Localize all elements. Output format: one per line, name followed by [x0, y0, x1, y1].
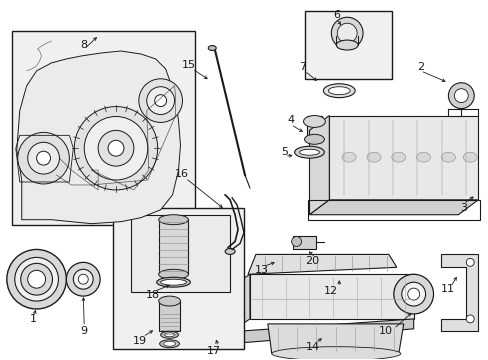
Ellipse shape — [161, 331, 178, 338]
Circle shape — [466, 315, 473, 323]
Text: 19: 19 — [132, 336, 146, 346]
Ellipse shape — [163, 341, 175, 346]
Text: 5: 5 — [281, 147, 287, 157]
Polygon shape — [267, 324, 403, 354]
Circle shape — [78, 274, 88, 284]
Bar — [158, 220, 188, 274]
Bar — [158, 301, 180, 331]
Circle shape — [453, 89, 468, 103]
Circle shape — [28, 270, 45, 288]
Circle shape — [108, 140, 123, 156]
Polygon shape — [230, 319, 413, 344]
Circle shape — [447, 83, 473, 109]
Ellipse shape — [271, 347, 400, 360]
Ellipse shape — [161, 279, 186, 285]
Bar — [113, 208, 244, 349]
Circle shape — [154, 95, 166, 107]
Circle shape — [7, 249, 66, 309]
Text: 14: 14 — [305, 342, 319, 352]
Circle shape — [66, 262, 100, 296]
Circle shape — [74, 107, 157, 190]
Ellipse shape — [327, 87, 349, 95]
Polygon shape — [247, 255, 396, 274]
Polygon shape — [309, 116, 328, 215]
Circle shape — [37, 151, 50, 165]
Text: 12: 12 — [324, 286, 338, 296]
Polygon shape — [441, 255, 477, 331]
Text: 13: 13 — [254, 265, 268, 275]
Text: 4: 4 — [286, 116, 294, 126]
Bar — [306, 116, 322, 137]
Ellipse shape — [158, 296, 180, 306]
Bar — [304, 11, 391, 79]
Ellipse shape — [391, 152, 405, 162]
Polygon shape — [249, 274, 413, 319]
Circle shape — [466, 258, 473, 266]
Text: 9: 9 — [81, 326, 88, 336]
Circle shape — [20, 264, 52, 295]
Text: 11: 11 — [440, 284, 453, 294]
Text: 18: 18 — [145, 290, 160, 300]
Polygon shape — [328, 116, 477, 200]
Circle shape — [18, 132, 69, 184]
Circle shape — [291, 237, 301, 247]
Circle shape — [337, 23, 356, 43]
Ellipse shape — [208, 46, 216, 50]
Text: 16: 16 — [174, 169, 188, 179]
Circle shape — [28, 142, 60, 174]
Polygon shape — [309, 200, 477, 215]
Circle shape — [407, 288, 419, 300]
Ellipse shape — [299, 149, 319, 155]
Ellipse shape — [156, 277, 190, 287]
Ellipse shape — [366, 152, 380, 162]
Circle shape — [98, 130, 134, 166]
Ellipse shape — [323, 84, 354, 98]
Ellipse shape — [224, 248, 235, 255]
Text: 17: 17 — [207, 346, 221, 356]
Circle shape — [401, 282, 425, 306]
Ellipse shape — [164, 333, 174, 337]
Text: 20: 20 — [305, 256, 319, 266]
Ellipse shape — [160, 340, 179, 348]
Text: 3: 3 — [459, 203, 466, 213]
Circle shape — [139, 79, 182, 122]
Polygon shape — [230, 274, 249, 332]
Text: 8: 8 — [81, 40, 88, 50]
Circle shape — [146, 87, 174, 114]
Bar — [131, 215, 230, 292]
Bar — [307, 200, 479, 220]
Ellipse shape — [304, 134, 324, 144]
Ellipse shape — [462, 152, 476, 162]
Circle shape — [84, 117, 147, 180]
Text: 10: 10 — [378, 326, 392, 336]
Circle shape — [393, 274, 433, 314]
Ellipse shape — [294, 146, 324, 158]
Ellipse shape — [158, 269, 188, 279]
Circle shape — [15, 257, 59, 301]
Text: 1: 1 — [30, 314, 37, 324]
Text: 7: 7 — [298, 62, 305, 72]
Ellipse shape — [342, 152, 355, 162]
Text: 15: 15 — [181, 60, 195, 70]
Ellipse shape — [303, 116, 325, 127]
Text: 6: 6 — [332, 10, 339, 20]
Ellipse shape — [416, 152, 429, 162]
Text: 2: 2 — [416, 62, 423, 72]
Polygon shape — [17, 51, 180, 224]
Bar — [12, 31, 195, 225]
Circle shape — [73, 269, 93, 289]
Ellipse shape — [441, 152, 454, 162]
Ellipse shape — [336, 40, 357, 50]
Ellipse shape — [158, 215, 188, 225]
Circle shape — [331, 17, 362, 49]
Bar — [292, 235, 316, 249]
